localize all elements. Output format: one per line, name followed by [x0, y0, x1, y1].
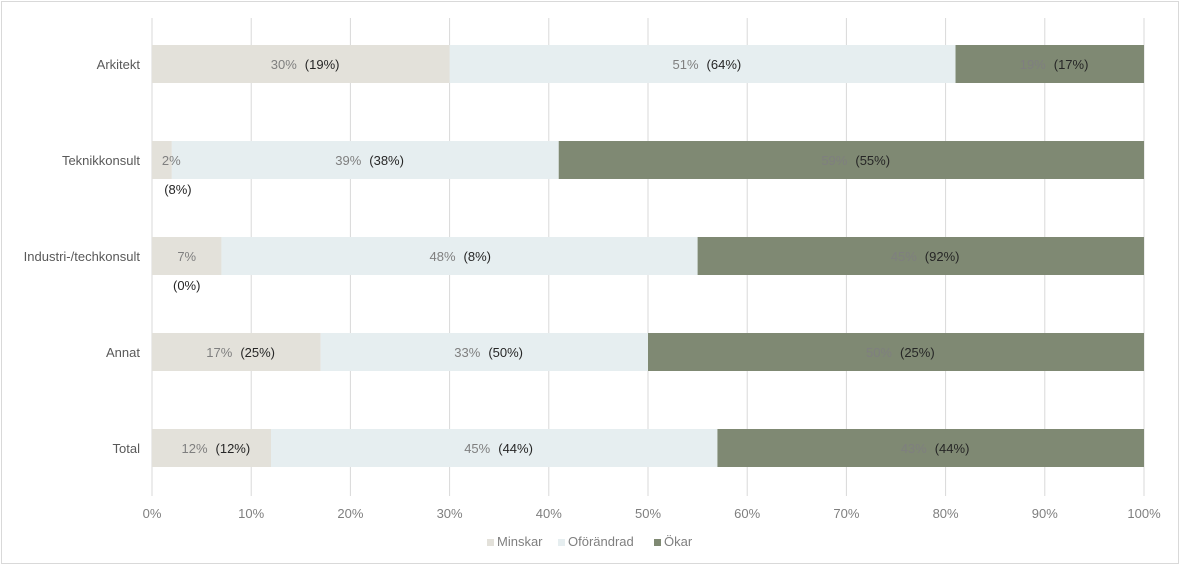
comparison-label: (50%)	[488, 345, 523, 360]
legend-label: Minskar	[497, 534, 543, 549]
data-label: 50%	[866, 345, 892, 360]
bar-segment	[152, 45, 450, 83]
legend-swatch	[654, 539, 661, 546]
legend-label: Ökar	[664, 534, 693, 549]
comparison-label: (25%)	[900, 345, 935, 360]
bar-segment	[152, 237, 222, 275]
x-tick-label: 70%	[833, 506, 859, 521]
bar-segment	[271, 429, 718, 467]
data-label: 33%	[454, 345, 480, 360]
x-tick-label: 90%	[1032, 506, 1058, 521]
data-label: 39%	[335, 153, 361, 168]
data-label: 43%	[901, 441, 927, 456]
bars	[152, 45, 1144, 467]
bar-segment	[717, 429, 1144, 467]
bar-segment	[320, 333, 648, 371]
bar-segment	[558, 141, 1144, 179]
category-label: Annat	[106, 345, 140, 360]
x-tick-label: 30%	[437, 506, 463, 521]
data-label: 48%	[429, 249, 455, 264]
category-label: Arkitekt	[97, 57, 141, 72]
legend-label: Oförändrad	[568, 534, 634, 549]
data-label: 19%	[1020, 57, 1046, 72]
x-tick-label: 20%	[337, 506, 363, 521]
bar-labels: 30% (19%) 51% (64%) 19% (17%) 2% (8%) 39% (38%) 59…	[162, 57, 1089, 456]
data-label: 45%	[464, 441, 490, 456]
data-label: 30%	[271, 57, 297, 72]
bar-segment	[171, 141, 559, 179]
bar-segment	[449, 45, 956, 83]
comparison-label: (12%)	[216, 441, 251, 456]
bar-segment	[152, 333, 321, 371]
data-label: 2%	[162, 153, 181, 168]
legend: Minskar Oförändrad Ökar	[487, 534, 693, 549]
comparison-label: (92%)	[925, 249, 960, 264]
bar-segment	[697, 237, 1144, 275]
comparison-label: (0%)	[173, 278, 200, 293]
legend-swatch	[487, 539, 494, 546]
data-label: 17%	[206, 345, 232, 360]
x-axis-ticks: 0% 10% 20% 30% 40% 50% 60% 70% 80% 90% 100%	[143, 506, 1161, 521]
category-label: Industri-/techkonsult	[24, 249, 141, 264]
data-label: 12%	[181, 441, 207, 456]
data-label: 59%	[821, 153, 847, 168]
bar-segment	[221, 237, 698, 275]
comparison-label: (25%)	[240, 345, 275, 360]
data-label: 51%	[673, 57, 699, 72]
category-label: Teknikkonsult	[62, 153, 140, 168]
data-label: 7%	[177, 249, 196, 264]
bar-segment	[152, 141, 172, 179]
comparison-label: (55%)	[855, 153, 890, 168]
comparison-label: (44%)	[935, 441, 970, 456]
x-tick-label: 80%	[933, 506, 959, 521]
comparison-label: (38%)	[369, 153, 404, 168]
bar-segment	[152, 429, 272, 467]
x-tick-label: 40%	[536, 506, 562, 521]
x-tick-label: 50%	[635, 506, 661, 521]
category-labels: Arkitekt Teknikkonsult Industri-/techkonsu…	[24, 57, 141, 456]
comparison-label: (8%)	[464, 249, 491, 264]
comparison-label: (44%)	[498, 441, 533, 456]
x-tick-label: 100%	[1127, 506, 1161, 521]
x-tick-label: 60%	[734, 506, 760, 521]
x-tick-label: 10%	[238, 506, 264, 521]
bar-segment	[648, 333, 1144, 371]
data-label: 45%	[891, 249, 917, 264]
comparison-label: (8%)	[164, 182, 191, 197]
x-tick-label: 0%	[143, 506, 162, 521]
bar-segment	[955, 45, 1144, 83]
comparison-label: (64%)	[707, 57, 742, 72]
category-label: Total	[113, 441, 141, 456]
comparison-label: (17%)	[1054, 57, 1089, 72]
comparison-label: (19%)	[305, 57, 340, 72]
legend-swatch	[558, 539, 565, 546]
